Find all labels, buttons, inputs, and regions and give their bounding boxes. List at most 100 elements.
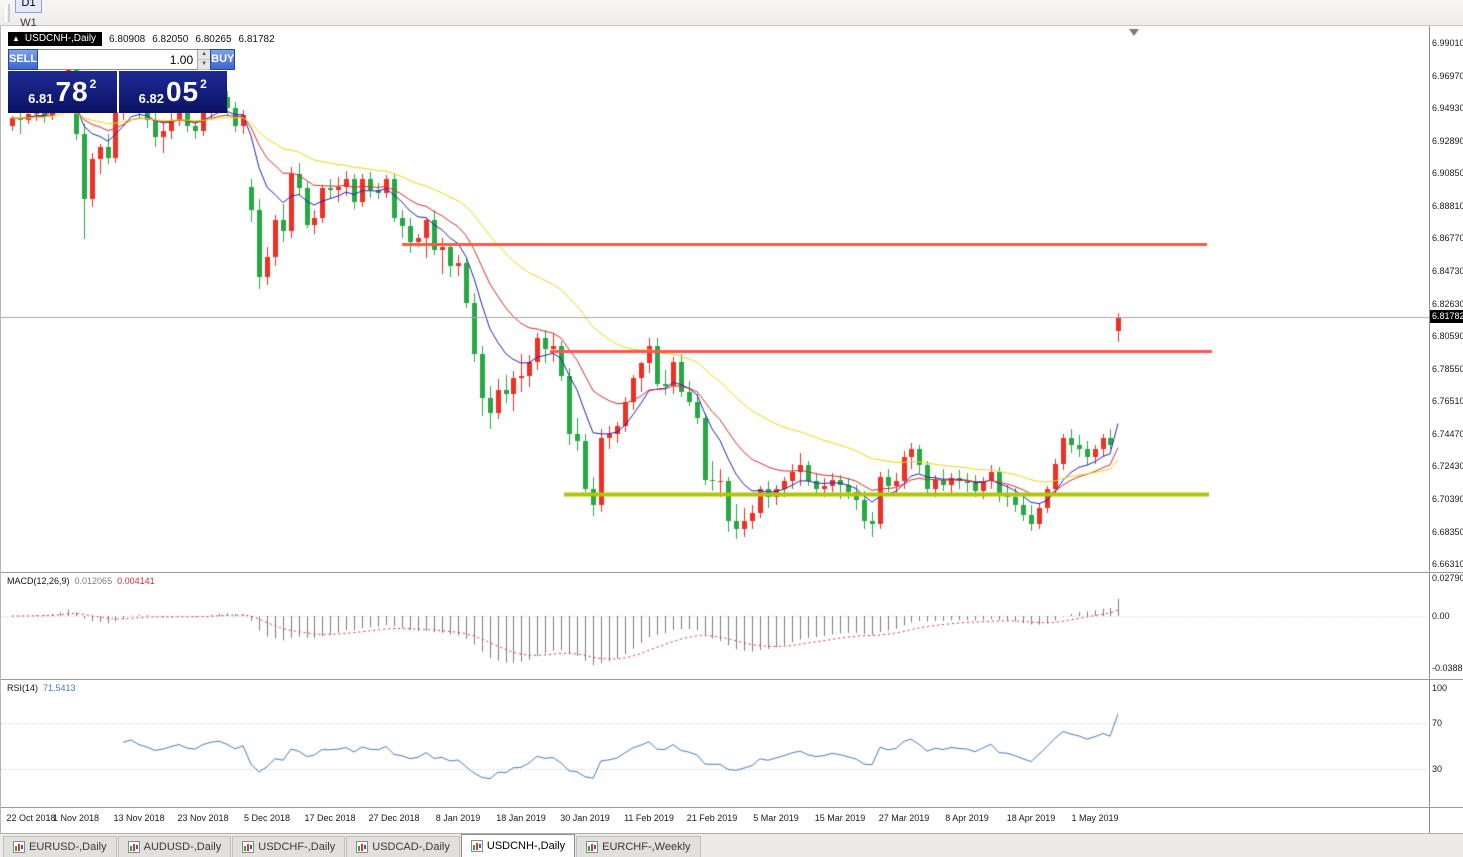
volume-spinner: ▲ ▼: [197, 50, 211, 70]
macd-scale-label: -0.038871: [1432, 663, 1463, 673]
price-scale-label: 6.94930: [1432, 103, 1463, 113]
date-axis-label: 1 Nov 2018: [52, 813, 100, 823]
volume-input[interactable]: [38, 50, 198, 69]
chart-tab-usdcnh[interactable]: USDCNH-,Daily: [460, 834, 576, 857]
date-axis-label: 17 Dec 2018: [304, 813, 356, 823]
chart-tab-audusd[interactable]: AUDUSD-,Daily: [117, 836, 232, 857]
macd-signal-value: 0.004141: [117, 576, 155, 586]
chart-tab-icon: [127, 841, 140, 853]
date-axis-label: 5 Mar 2019: [753, 813, 799, 823]
date-axis-label: 18 Jan 2019: [496, 813, 546, 823]
price-scale-label: 6.90850: [1432, 168, 1463, 178]
pane-splitter-macd[interactable]: [1, 572, 1463, 573]
ohlc-open: 6.80908: [109, 33, 146, 45]
date-axis-label: 27 Mar 2019: [878, 813, 930, 823]
chart-title: ▲ USDCNH-,Daily 6.80908 6.82050 6.80265 …: [8, 32, 275, 46]
macd-main-value: 0.012065: [74, 576, 113, 586]
price-scale-label: 6.74470: [1432, 429, 1463, 439]
chart-title-strip: ▲ USDCNH-,Daily: [8, 32, 103, 46]
price-scale-label: 6.80590: [1432, 331, 1463, 341]
price-scale-label: 6.84730: [1432, 266, 1463, 276]
sell-price-base: 6.81: [28, 91, 54, 106]
timeframe-button-d1[interactable]: D1: [15, 0, 43, 13]
pane-splitter-rsi[interactable]: [1, 679, 1463, 680]
chart-tab-eurusd[interactable]: EURUSD-,Daily: [3, 836, 117, 857]
date-axis-label: 18 Apr 2019: [1006, 813, 1056, 823]
rsi-scale-label: 70: [1432, 718, 1443, 728]
date-axis-label: 27 Dec 2018: [368, 813, 420, 823]
sell-button[interactable]: SELL: [8, 49, 39, 70]
macd-name: MACD(12,26,9): [7, 576, 70, 586]
macd-scale-label: 0.027908: [1432, 573, 1463, 583]
buy-price-button[interactable]: 6.82 05 2: [118, 71, 227, 113]
price-scale[interactable]: 6.81782 6.99010 6.96970 6.94930 6.92890 6.90…: [1429, 26, 1463, 833]
chart-tab-eurchf[interactable]: EURCHF-,Weekly: [576, 836, 701, 857]
macd-scale-label: 0.00: [1432, 611, 1450, 621]
time-scale[interactable]: 22 Oct 2018 1 Nov 2018 13 Nov 2018 23 Nov 2…: [1, 808, 1429, 832]
chart-tab-usdcad[interactable]: USDCAD-,Daily: [346, 836, 460, 857]
rsi-indicator-label: RSI(14) 71.5413: [7, 683, 76, 693]
chart-tab-label: USDCHF-,Daily: [258, 841, 336, 853]
sell-price-button[interactable]: 6.81 78 2: [8, 71, 117, 113]
date-axis-label: 8 Apr 2019: [945, 813, 989, 823]
chart-tab-usdchf[interactable]: USDCHF-,Daily: [232, 836, 346, 857]
volume-decrease-button[interactable]: ▼: [198, 60, 211, 70]
price-scale-label: 6.86770: [1432, 233, 1463, 243]
chart-tab-icon: [470, 840, 483, 852]
price-chart-canvas[interactable]: [1, 26, 1429, 833]
price-scale-label: 6.96970: [1432, 71, 1463, 81]
one-click-collapse-icon[interactable]: ▲: [12, 34, 20, 43]
buy-button[interactable]: BUY: [210, 49, 236, 70]
rsi-scale-label: 30: [1432, 764, 1443, 774]
volume-increase-button[interactable]: ▲: [198, 50, 211, 60]
toolbar-grip[interactable]: [5, 3, 10, 22]
date-axis-label: 8 Jan 2019: [435, 813, 481, 823]
rsi-value: 71.5413: [43, 683, 76, 693]
chart-symbol-label: USDCNH-,Daily: [24, 33, 97, 44]
buy-price-pips: 05: [165, 76, 200, 107]
chart-tab-label: AUDUSD-,Daily: [143, 841, 222, 853]
date-axis-label: 23 Nov 2018: [177, 813, 229, 823]
price-scale-label: 6.78550: [1432, 364, 1463, 374]
pane-splitter-dates[interactable]: [1, 807, 1463, 808]
date-axis-label: 1 May 2019: [1071, 813, 1119, 823]
price-scale-label: 6.66310: [1432, 559, 1463, 569]
price-scale-label: 6.82630: [1432, 299, 1463, 309]
price-scale-label: 6.72430: [1432, 461, 1463, 471]
chart-tab-label: EURUSD-,Daily: [29, 841, 107, 853]
date-axis-label: 21 Feb 2019: [686, 813, 738, 823]
rsi-scale-label: 100: [1432, 683, 1448, 693]
timeframe-button-w1[interactable]: W1: [20, 16, 37, 29]
buy-price-fraction: 2: [200, 77, 207, 91]
ohlc-low: 6.80265: [195, 33, 232, 45]
price-scale-label: 6.99010: [1432, 38, 1463, 48]
chart-tab-label: USDCAD-,Daily: [372, 841, 450, 853]
macd-indicator-label: MACD(12,26,9) 0.012065 0.004141: [7, 576, 155, 586]
chart-tab-label: EURCHF-,Weekly: [602, 841, 691, 853]
ohlc-close: 6.81782: [238, 33, 275, 45]
price-scale-label: 6.88810: [1432, 201, 1463, 211]
chart-tab-bar: EURUSD-,Daily AUDUSD-,Daily USDCHF-,Daily U…: [0, 833, 1463, 857]
price-scale-label: 6.68350: [1432, 527, 1463, 537]
price-scale-label: 6.92890: [1432, 136, 1463, 146]
current-price-tag: 6.81782: [1430, 310, 1463, 323]
one-click-trading-panel: SELL ▲ ▼ BUY 6.81 78 2 6.82 05 2: [8, 49, 236, 113]
chart-tab-label: USDCNH-,Daily: [486, 840, 566, 852]
date-axis-label: 30 Jan 2019: [560, 813, 610, 823]
price-scale-label: 6.76510: [1432, 396, 1463, 406]
date-axis-label: 13 Nov 2018: [113, 813, 165, 823]
chart-tab-icon: [13, 841, 25, 853]
timeframe-toolbar: H4D1W1MN: [0, 0, 1463, 49]
rsi-name: RSI(14): [7, 683, 39, 693]
sell-price-fraction: 2: [89, 77, 97, 91]
buy-price-base: 6.82: [138, 91, 164, 106]
sell-price-pips: 78: [55, 76, 89, 107]
date-axis-label: 22 Oct 2018: [6, 813, 56, 823]
date-axis-label: 15 Mar 2019: [814, 813, 866, 823]
date-axis-label: 11 Feb 2019: [624, 813, 674, 823]
chart-window: ▲ USDCNH-,Daily 6.80908 6.82050 6.80265 …: [0, 26, 1463, 833]
chart-tab-icon: [586, 841, 599, 853]
chart-tab-icon: [242, 841, 255, 853]
price-scale-label: 6.70390: [1432, 494, 1463, 504]
ohlc-high: 6.82050: [152, 33, 189, 45]
